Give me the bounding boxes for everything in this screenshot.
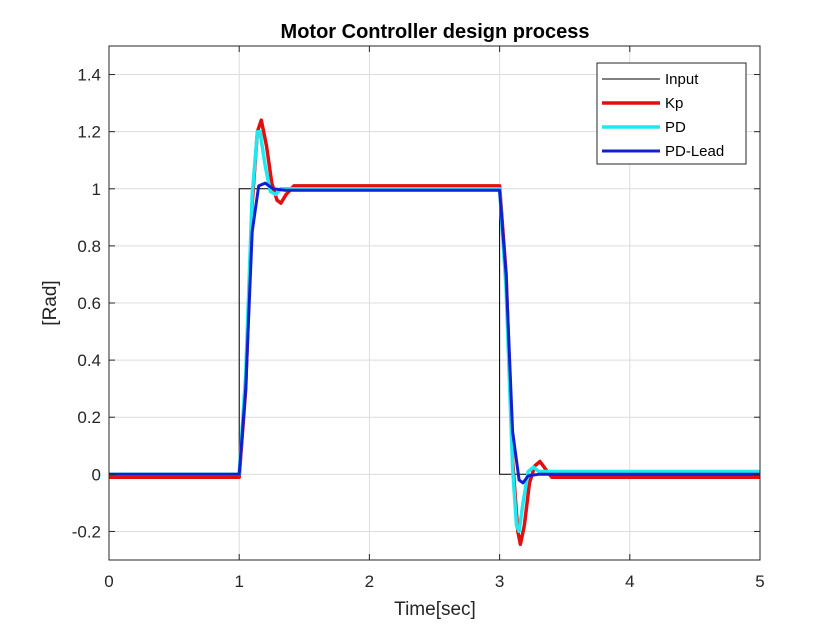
legend-label-pd-lead: PD-Lead <box>665 143 724 160</box>
tick-labels: 0 1 2 3 4 5 -0.2 0 0.2 0.4 0.6 0.8 1 1.2 1.4 <box>72 46 765 591</box>
y-tick-label: 1.4 <box>77 66 101 85</box>
y-tick-label: 1.2 <box>77 123 101 142</box>
y-tick-label: -0.2 <box>72 522 101 541</box>
legend: Input Kp PD PD-Lead <box>596 62 747 165</box>
series-line-pd-lead <box>109 181 760 485</box>
y-tick-label: 1 <box>92 180 101 199</box>
chart-title: Motor Controller design process <box>281 21 590 43</box>
series-line-kp <box>109 118 760 547</box>
y-tick-label: 0.6 <box>77 294 101 313</box>
x-tick-label: 3 <box>495 572 504 591</box>
legend-label-input: Input <box>665 71 699 88</box>
legend-label-pd: PD <box>665 119 686 136</box>
x-tick-label: 5 <box>755 572 764 591</box>
y-axis-label: [Rad] <box>40 280 61 325</box>
legend-box <box>596 62 747 165</box>
x-tick-label: 2 <box>365 572 374 591</box>
y-tick-label: 0.8 <box>77 237 101 256</box>
x-tick-label: 0 <box>104 572 113 591</box>
y-tick-label: 0 <box>92 465 101 484</box>
legend-label-kp: Kp <box>665 95 683 112</box>
series-lines <box>109 118 760 547</box>
x-axis-label: Time[sec] <box>394 599 476 620</box>
y-tick-label: 0.4 <box>77 351 101 370</box>
y-tick-label: 0.2 <box>77 408 101 427</box>
x-tick-label: 4 <box>625 572 634 591</box>
x-tick-label: 1 <box>234 572 243 591</box>
series-line-input <box>109 188 760 475</box>
